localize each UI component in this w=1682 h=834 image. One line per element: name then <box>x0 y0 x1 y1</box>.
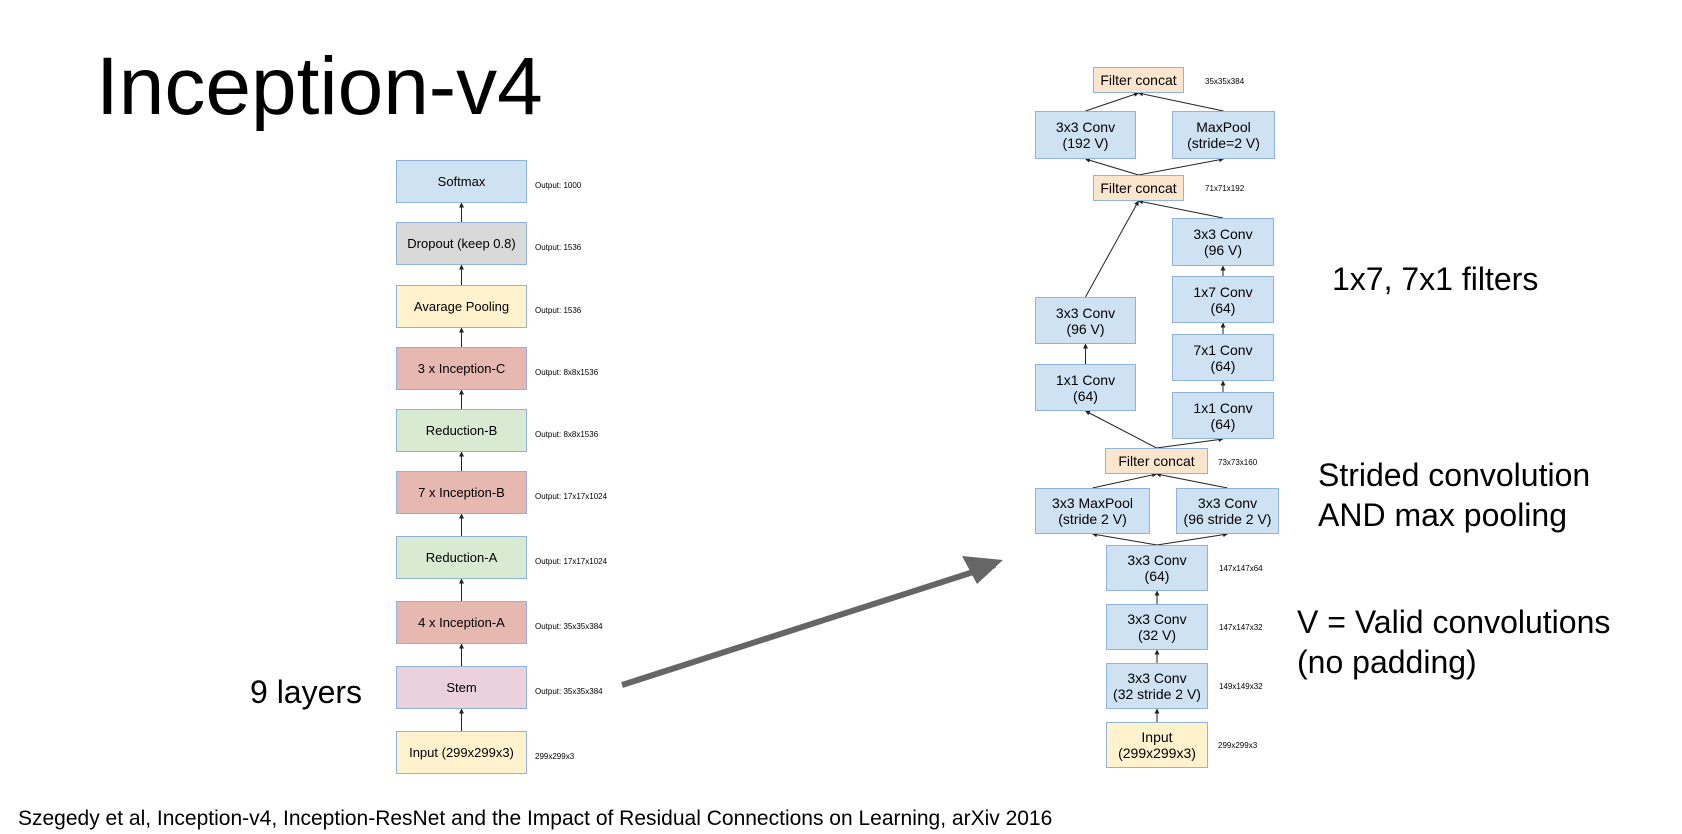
filters-annotation: 1x7, 7x1 filters <box>1332 261 1539 297</box>
connector-arrow <box>1085 410 1157 449</box>
connector-arrow <box>1085 157 1139 176</box>
slide-title: Inception-v4 <box>96 41 543 132</box>
strided-annotation: Strided convolution AND max pooling <box>1318 457 1591 533</box>
connector-arrow <box>1156 532 1228 546</box>
output-label: Output: 1536 <box>535 243 582 252</box>
layer-reduction-b: Reduction-B <box>396 409 527 452</box>
layers-annotation: 9 layers <box>250 674 363 710</box>
node-conv-96-stride2: 3x3 Conv (96 stride 2 V) <box>1176 488 1279 534</box>
connector-arrow <box>1138 157 1224 176</box>
node-conv-1x7: 1x7 Conv (64) <box>1172 276 1274 323</box>
node-conv-32v: 3x3 Conv (32 V) <box>1106 604 1208 650</box>
citation: Szegedy et al, Inception-v4, Inception-R… <box>18 807 1053 830</box>
layer-softmax: Softmax <box>396 160 527 203</box>
node-conv-32-stride2: 3x3 Conv (32 stride 2 V) <box>1106 663 1208 709</box>
node-maxpool-top: MaxPool (stride=2 V) <box>1172 111 1275 159</box>
layer-dropout: Dropout (keep 0.8) <box>396 222 527 265</box>
connector-arrow <box>1156 437 1224 449</box>
pointer-arrow <box>621 562 996 688</box>
connector-arrow <box>1092 472 1157 489</box>
layer-reduction-a: Reduction-A <box>396 536 527 579</box>
node-input: Input (299x299x3) <box>1106 722 1208 768</box>
node-filter-concat-mid: Filter concat <box>1093 175 1184 201</box>
layer-inception-a: 4 x Inception-A <box>396 601 527 644</box>
node-conv-96v-left: 3x3 Conv (96 V) <box>1035 297 1136 344</box>
connector-arrow <box>1092 532 1158 546</box>
connector-arrow <box>1138 91 1224 112</box>
node-conv-64: 3x3 Conv (64) <box>1106 545 1208 591</box>
output-label: Output: 8x8x1536 <box>535 430 599 439</box>
output-label: Output: 1000 <box>535 181 582 190</box>
node-filter-concat-top: Filter concat <box>1093 67 1184 93</box>
layer-average-pooling: Avarage Pooling <box>396 285 527 328</box>
node-filter-concat-low: Filter concat <box>1105 448 1208 474</box>
layer-stem: Stem <box>396 666 527 709</box>
node-conv-192v: 3x3 Conv (192 V) <box>1035 111 1136 159</box>
size-label: 35x35x384 <box>1205 77 1245 86</box>
output-label: Output: 17x17x1024 <box>535 557 608 566</box>
size-label: 149x149x32 <box>1219 682 1263 691</box>
node-conv-1x1-right: 1x1 Conv (64) <box>1172 392 1274 439</box>
node-conv-96v-right: 3x3 Conv (96 V) <box>1172 218 1274 266</box>
output-label: Output: 8x8x1536 <box>535 368 599 377</box>
size-label: 71x71x192 <box>1205 184 1245 193</box>
layer-inception-c: 3 x Inception-C <box>396 347 527 390</box>
size-label: 73x73x160 <box>1218 458 1258 467</box>
output-label: Output: 1536 <box>535 306 582 315</box>
node-maxpool-low: 3x3 MaxPool (stride 2 V) <box>1035 488 1150 534</box>
output-label: Output: 35x35x384 <box>535 622 603 631</box>
output-label: Output: 17x17x1024 <box>535 492 608 501</box>
output-label: 299x299x3 <box>535 752 575 761</box>
pointer-arrow-head <box>962 556 1003 584</box>
output-label: Output: 35x35x384 <box>535 687 603 696</box>
layer-input: Input (299x299x3) <box>396 731 527 774</box>
connector-arrow <box>1085 92 1139 112</box>
layer-inception-b: 7 x Inception-B <box>396 471 527 514</box>
size-label: 147x147x64 <box>1219 564 1263 573</box>
size-label: 299x299x3 <box>1218 741 1258 750</box>
size-label: 147x147x32 <box>1219 623 1263 632</box>
connector-arrow <box>1085 200 1139 298</box>
connector-arrow <box>1156 472 1228 489</box>
valid-annotation: V = Valid convolutions (no padding) <box>1297 604 1611 680</box>
connector-arrow <box>1138 199 1224 219</box>
node-conv-1x1-left: 1x1 Conv (64) <box>1035 364 1136 411</box>
node-conv-7x1: 7x1 Conv (64) <box>1172 334 1274 381</box>
